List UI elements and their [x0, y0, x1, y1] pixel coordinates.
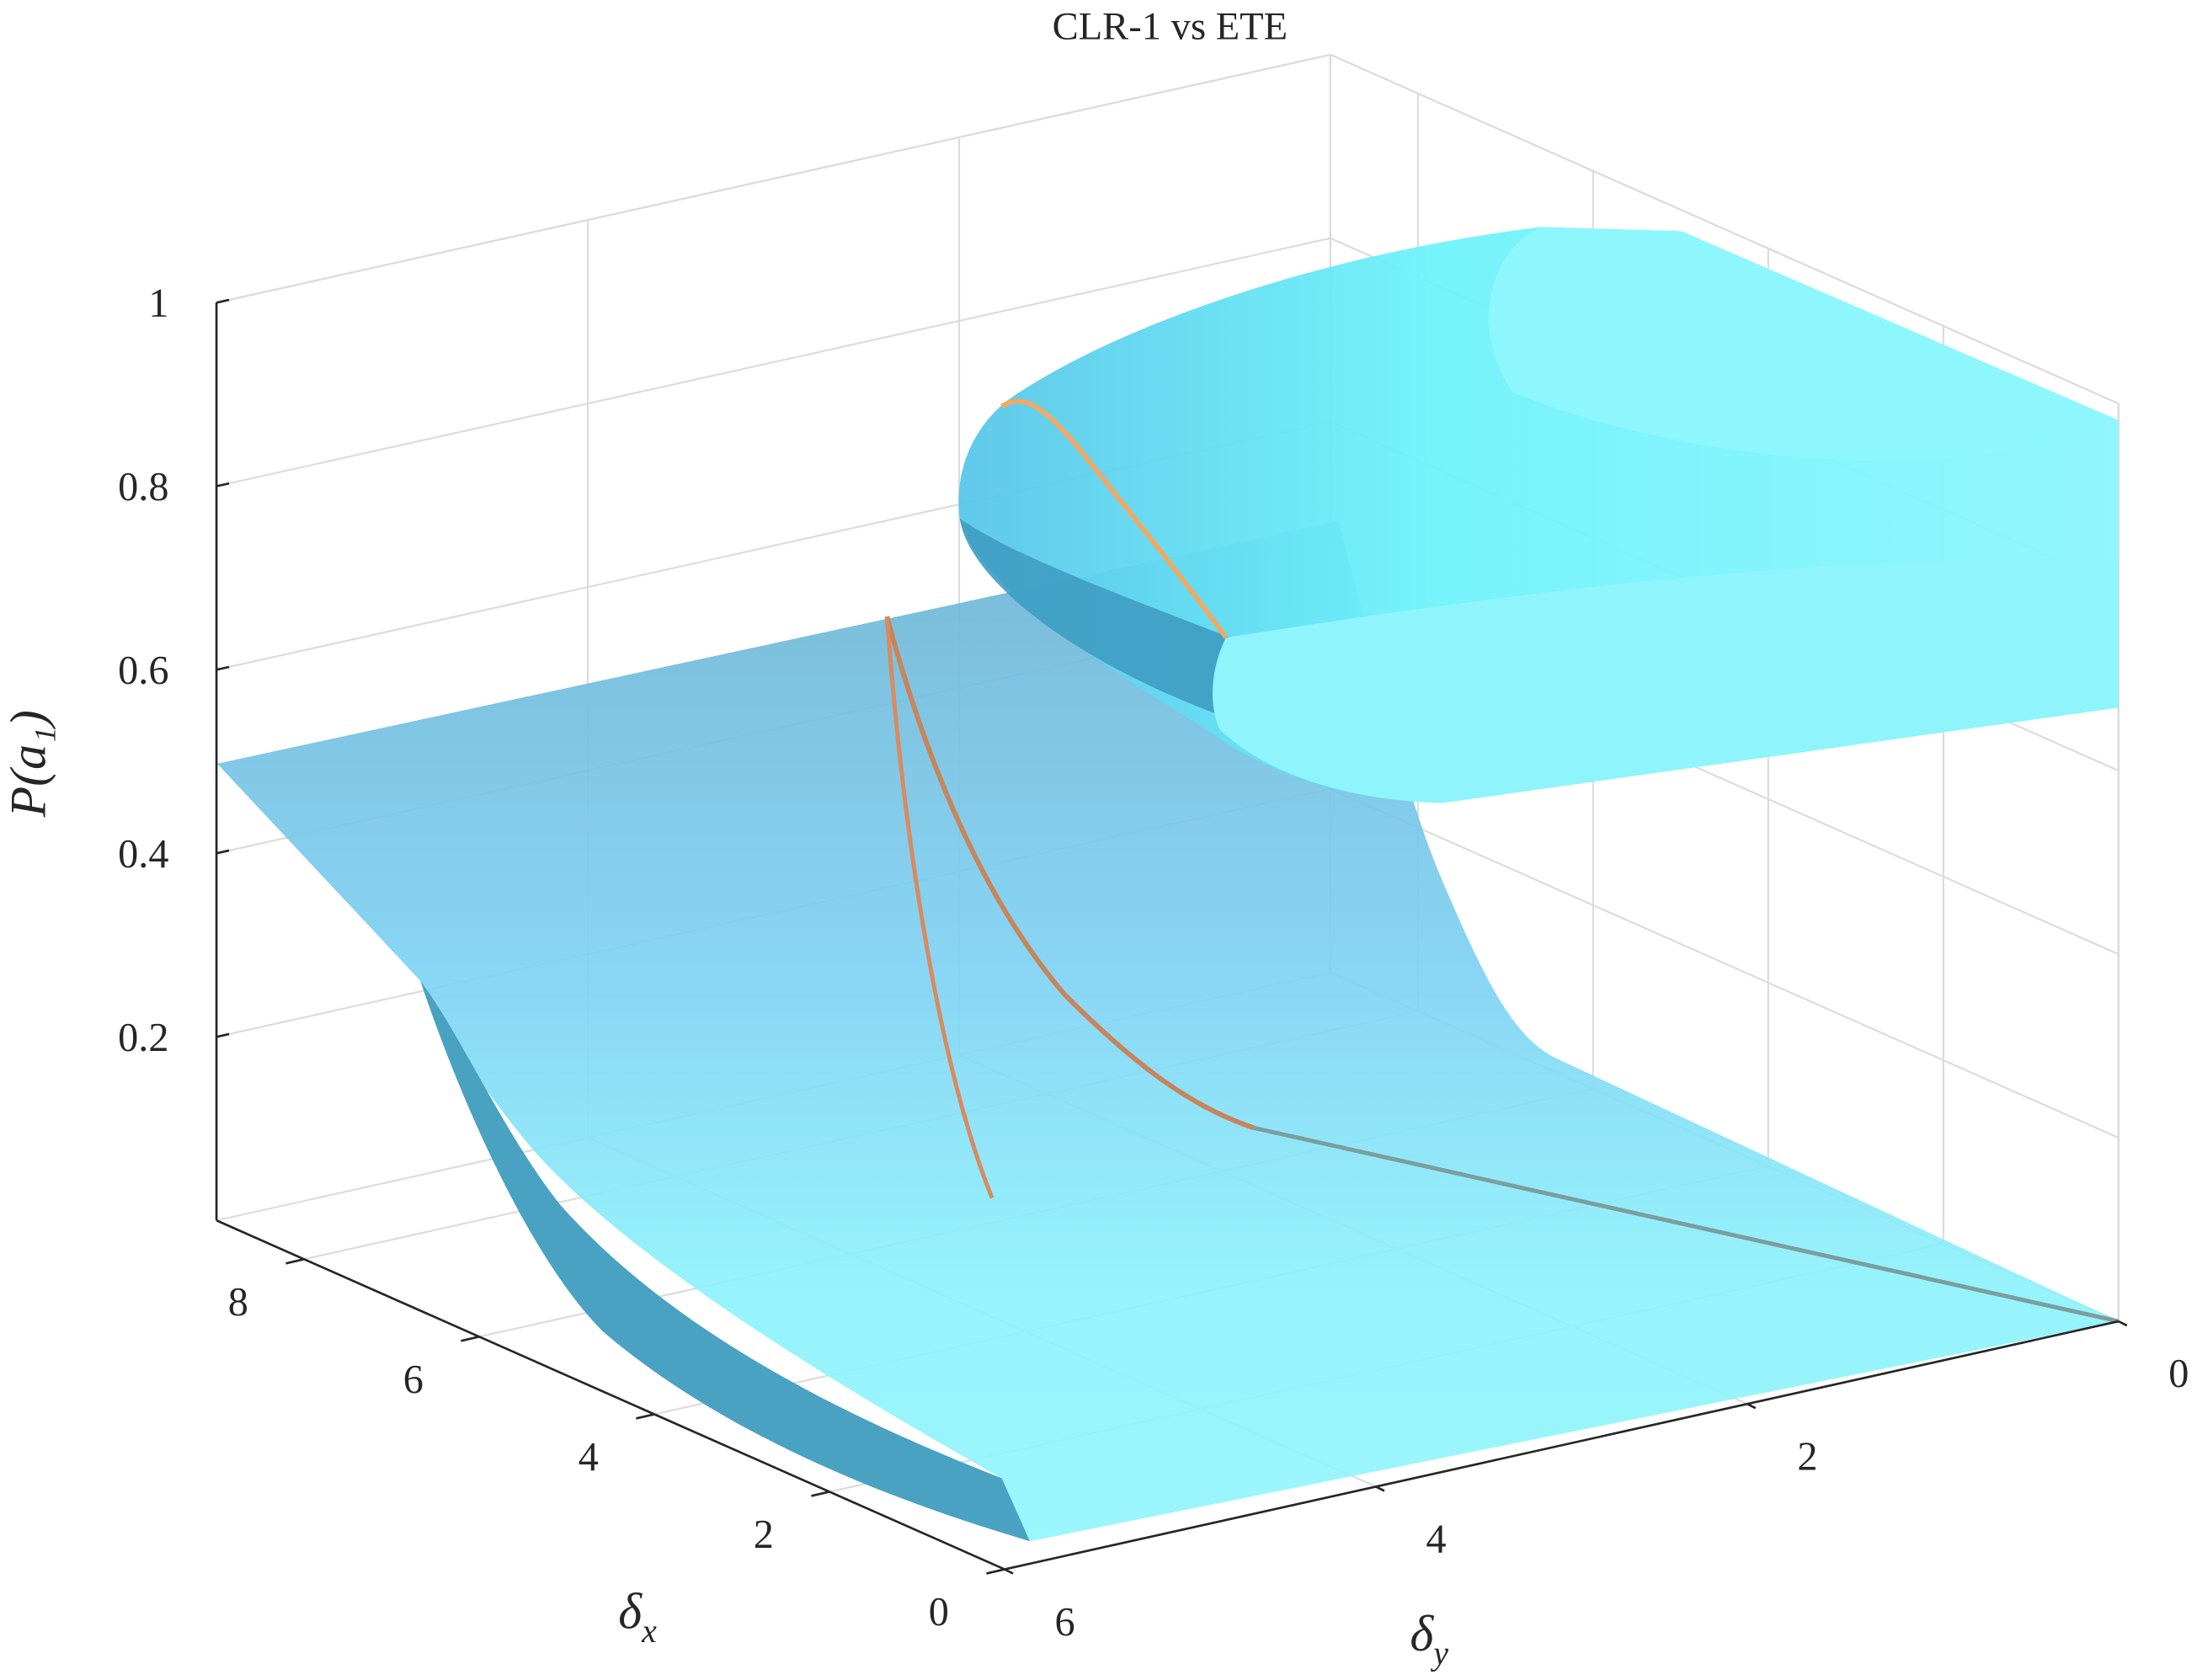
y-tick-label: 4 — [1426, 1517, 1446, 1562]
x-axis — [216, 1219, 1005, 1571]
trajectory — [1253, 1125, 2120, 1324]
z-axis-label: P(a₁) — [0, 710, 56, 818]
surface-upper-lip-low — [1212, 559, 2119, 803]
y-tick — [2118, 1320, 2128, 1327]
x-tick — [811, 1491, 830, 1497]
trajectory — [884, 616, 995, 1199]
grid-line — [1330, 787, 2120, 1139]
y-tick — [1004, 1568, 1014, 1575]
trajectory — [884, 616, 1256, 1131]
surfaces — [216, 227, 2120, 1542]
y-axis-label-sub: y — [1430, 1635, 1448, 1672]
grid-line — [216, 237, 1331, 488]
grid-line — [216, 53, 1331, 304]
y-axis-label: δy — [1410, 1606, 1448, 1672]
y-tick-label: 6 — [1055, 1600, 1075, 1645]
y-tick-label: 0 — [2168, 1352, 2189, 1396]
grid-line — [1330, 53, 2120, 405]
x-tick — [285, 1257, 305, 1265]
surface-upper-lip — [1488, 227, 2119, 461]
z-tick — [216, 1032, 230, 1038]
z-tick — [216, 298, 230, 304]
x-tick-label: 8 — [228, 1280, 248, 1325]
z-tick — [216, 849, 230, 855]
x-tick-label: 2 — [754, 1512, 774, 1557]
y-axis — [1004, 1320, 2120, 1571]
x-tick — [461, 1336, 480, 1342]
y-axis-label-main: δ — [1410, 1606, 1434, 1661]
z-tick-label: 0.8 — [118, 465, 168, 509]
x-tick-label: 0 — [929, 1590, 949, 1635]
trajectory — [1000, 398, 1229, 639]
z-tick — [216, 482, 230, 488]
surface-lower-side — [420, 980, 1030, 1542]
z-tick-label: 0.6 — [118, 648, 168, 693]
y-tick-label: 2 — [1797, 1434, 1817, 1479]
chart-title: CLR-1 vs ETE — [1053, 5, 1288, 49]
x-tick-label: 4 — [579, 1435, 599, 1480]
surface-lower — [216, 520, 2119, 1542]
axes: 0.2 0.4 0.6 0.8 1 0 2 4 6 8 0 2 4 6 — [118, 281, 2189, 1645]
z-tick-label: 0.2 — [118, 1016, 168, 1060]
y-tick — [1746, 1403, 1757, 1410]
z-tick-label: 1 — [148, 281, 168, 326]
x-axis-label-sub: x — [641, 1612, 657, 1650]
z-tick-label: 0.4 — [118, 832, 168, 877]
x-tick-label: 6 — [403, 1357, 424, 1402]
x-tick — [986, 1568, 1005, 1575]
y-tick — [1375, 1485, 1385, 1492]
x-axis-label: δx — [618, 1583, 657, 1650]
surface-upper-underside — [959, 518, 1230, 717]
x-tick — [636, 1413, 655, 1420]
z-tick — [216, 665, 230, 671]
x-axis-label-main: δ — [618, 1583, 643, 1639]
